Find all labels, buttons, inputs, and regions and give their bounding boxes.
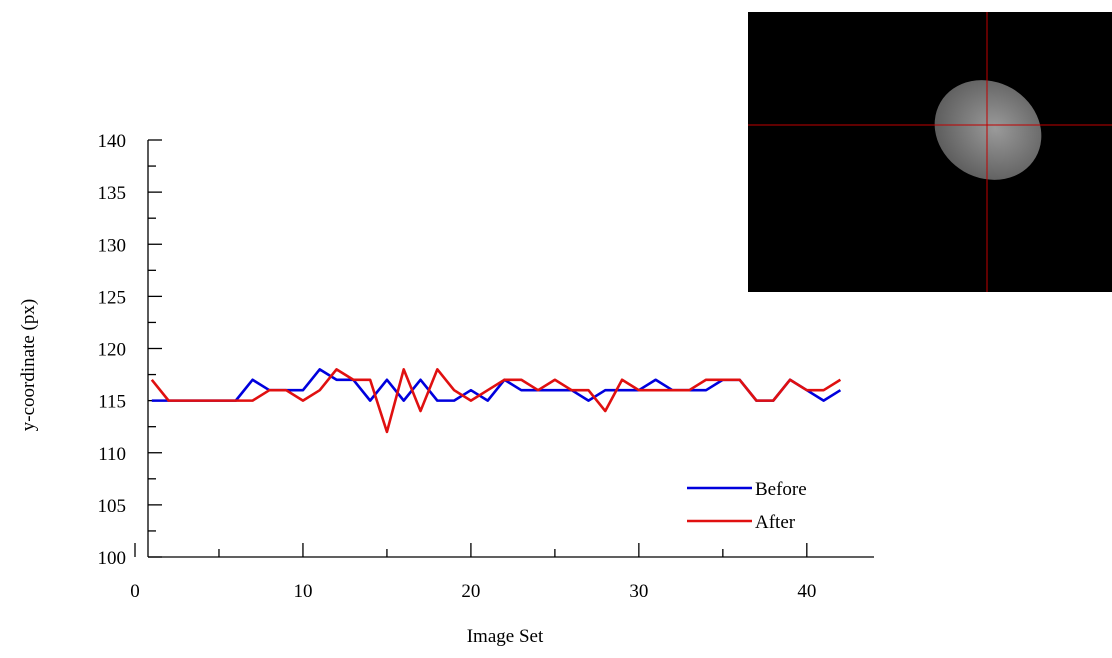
y-tick-label: 140 [98, 131, 127, 152]
x-tick-label: 20 [461, 581, 480, 602]
x-tick-label: 10 [293, 581, 312, 602]
x-tick-label: 30 [629, 581, 648, 602]
y-tick-label: 115 [98, 392, 126, 413]
x-tick-label: 40 [797, 581, 816, 602]
x-tick-label: 0 [130, 581, 140, 602]
y-tick-label: 130 [98, 235, 127, 256]
x-axis-label: Image Set [467, 626, 544, 647]
y-axis-label: y-coordinate (px) [18, 299, 39, 431]
y-tick-label: 110 [98, 444, 126, 465]
line [150, 368, 842, 434]
y-tick-label: 125 [98, 287, 127, 308]
legend-label: After [755, 512, 796, 533]
y-tick-label: 105 [98, 496, 127, 517]
inset-image [748, 12, 1112, 292]
y-tick-label: 120 [98, 340, 127, 361]
legend-label: Before [755, 479, 807, 500]
image-background [748, 12, 1112, 292]
y-tick-label: 135 [98, 183, 127, 204]
object [934, 80, 1042, 180]
y-tick-label: 100 [98, 548, 127, 569]
